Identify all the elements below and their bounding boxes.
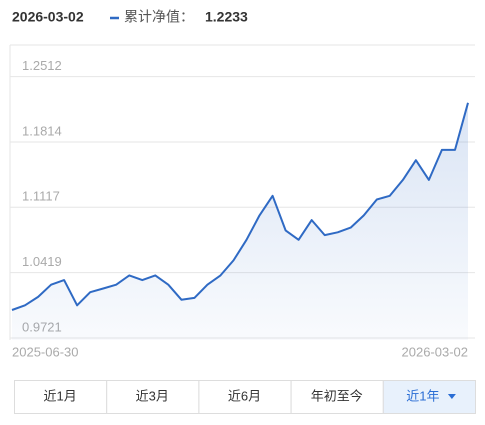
x-tick-label: 2026-03-02 xyxy=(402,344,469,359)
plot-border xyxy=(9,44,475,340)
y-tick-label: 1.1814 xyxy=(22,123,62,138)
tab-button[interactable] xyxy=(382,380,476,414)
area xyxy=(12,102,468,340)
x-tick-label: 2025-06-30 xyxy=(12,344,79,359)
tab-button[interactable] xyxy=(14,380,108,414)
tab-label[interactable]: 近1年 xyxy=(406,388,439,403)
legend-label: 累计净值： xyxy=(124,9,194,25)
tab-button[interactable] xyxy=(106,380,200,414)
y-tick-label: 1.2512 xyxy=(22,58,62,73)
y-tick-label: 1.0419 xyxy=(22,254,62,269)
tab-label[interactable]: 近6月 xyxy=(228,388,261,403)
tab-label[interactable]: 年初至今 xyxy=(311,388,363,403)
dropdown-icon xyxy=(447,394,456,399)
legend-value: 1.2233 xyxy=(205,9,248,25)
line xyxy=(11,102,469,311)
tab-label[interactable]: 近3月 xyxy=(136,388,169,403)
tab-label[interactable]: 近1月 xyxy=(43,388,76,403)
tab-button[interactable] xyxy=(290,380,384,414)
tab-button[interactable] xyxy=(198,380,292,414)
y-tick-label: 1.1117 xyxy=(22,189,60,204)
current-date: 2026-03-02 xyxy=(12,9,84,25)
